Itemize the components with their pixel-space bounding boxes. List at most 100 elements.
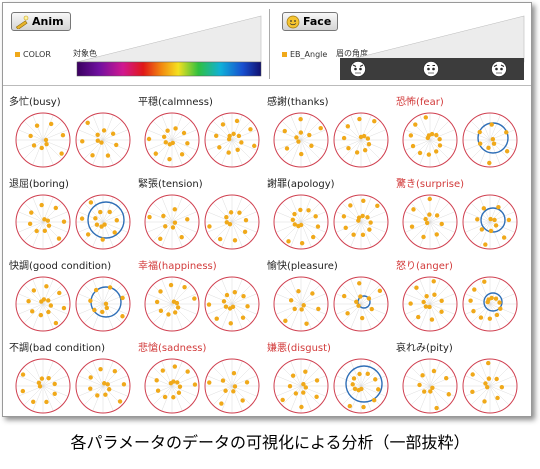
face-radial-plot <box>333 276 389 332</box>
data-point <box>161 134 167 140</box>
data-point <box>168 282 174 288</box>
data-point <box>499 384 505 390</box>
data-point <box>172 220 178 225</box>
anim-button[interactable]: Anim <box>11 12 71 31</box>
data-point <box>495 395 500 401</box>
data-point <box>345 124 351 129</box>
data-point <box>377 288 383 294</box>
data-point <box>92 307 97 313</box>
data-point <box>286 239 291 244</box>
data-point <box>31 288 37 293</box>
data-point <box>431 368 437 374</box>
face-radial-plot <box>462 358 518 414</box>
data-point <box>99 140 104 145</box>
data-point <box>26 299 31 304</box>
data-point <box>422 389 427 394</box>
radial-plot-pair <box>15 276 131 332</box>
color-scale <box>76 15 262 77</box>
data-point <box>121 382 127 387</box>
data-point <box>177 384 183 389</box>
data-point <box>368 220 373 225</box>
data-point <box>232 290 238 295</box>
data-point <box>501 235 507 240</box>
data-point <box>163 140 168 145</box>
data-point <box>29 210 34 215</box>
data-point <box>372 119 377 124</box>
data-point <box>153 151 158 156</box>
data-point <box>100 309 105 315</box>
outer-ring <box>144 276 200 332</box>
radial-plot-pair <box>15 358 131 414</box>
data-point <box>114 218 119 223</box>
data-point <box>292 222 298 227</box>
data-point <box>37 384 43 389</box>
data-point <box>356 215 362 220</box>
data-point <box>485 384 490 390</box>
data-point <box>298 117 303 122</box>
cell-title: 悲愴(sadness) <box>138 343 207 354</box>
data-point <box>175 305 181 310</box>
data-point <box>365 215 370 220</box>
data-point <box>504 130 509 135</box>
data-point <box>366 142 372 147</box>
data-point <box>348 203 353 208</box>
data-point <box>226 137 232 142</box>
data-point <box>439 309 444 314</box>
data-point <box>248 127 253 132</box>
data-point <box>306 208 311 213</box>
data-point <box>166 312 171 317</box>
data-point <box>98 209 103 215</box>
data-point <box>114 142 119 148</box>
face-button-label: Face <box>303 15 332 28</box>
data-point <box>345 311 350 316</box>
outer-ring <box>144 194 200 250</box>
data-point <box>57 290 62 296</box>
data-point <box>28 133 33 139</box>
data-point <box>314 378 320 383</box>
outer-ring <box>333 358 389 414</box>
data-point <box>350 382 355 387</box>
data-point <box>242 229 248 234</box>
data-point <box>361 133 367 139</box>
face-button[interactable]: Face <box>282 12 338 31</box>
data-point <box>27 221 33 227</box>
outer-ring <box>204 194 260 250</box>
radial-plot-pair <box>144 112 260 168</box>
data-point <box>226 150 231 155</box>
outer-ring <box>15 112 71 168</box>
data-point <box>232 238 238 243</box>
data-point <box>371 397 377 403</box>
data-point <box>424 220 430 226</box>
anim-radial-plot <box>402 358 458 414</box>
eb-angle-param-text: EB_Angle <box>290 50 328 59</box>
data-point <box>357 116 362 122</box>
data-point <box>103 301 109 307</box>
data-point <box>104 305 110 311</box>
data-point <box>161 213 166 219</box>
data-point <box>105 382 110 387</box>
data-point <box>240 398 245 403</box>
data-point <box>41 297 47 302</box>
data-point <box>491 141 497 146</box>
data-point <box>232 384 238 389</box>
cell-title: 怒り(anger) <box>396 261 453 272</box>
eb-angle-param-label: EB_Angle <box>282 50 327 59</box>
data-point <box>31 143 37 148</box>
radial-plot-pair <box>273 276 389 332</box>
data-point <box>167 142 173 147</box>
data-point <box>313 214 318 219</box>
data-point <box>318 125 323 131</box>
data-point <box>351 376 357 381</box>
data-point <box>434 132 439 138</box>
data-point <box>356 388 361 393</box>
data-point <box>494 312 500 318</box>
data-point <box>287 384 293 389</box>
data-point <box>487 316 493 321</box>
data-point <box>280 397 285 403</box>
data-point <box>351 232 356 237</box>
anim-radial-plot <box>402 112 458 168</box>
anim-radial-plot <box>15 112 71 168</box>
data-point <box>217 145 222 150</box>
data-point <box>486 145 491 151</box>
data-point <box>95 132 100 137</box>
